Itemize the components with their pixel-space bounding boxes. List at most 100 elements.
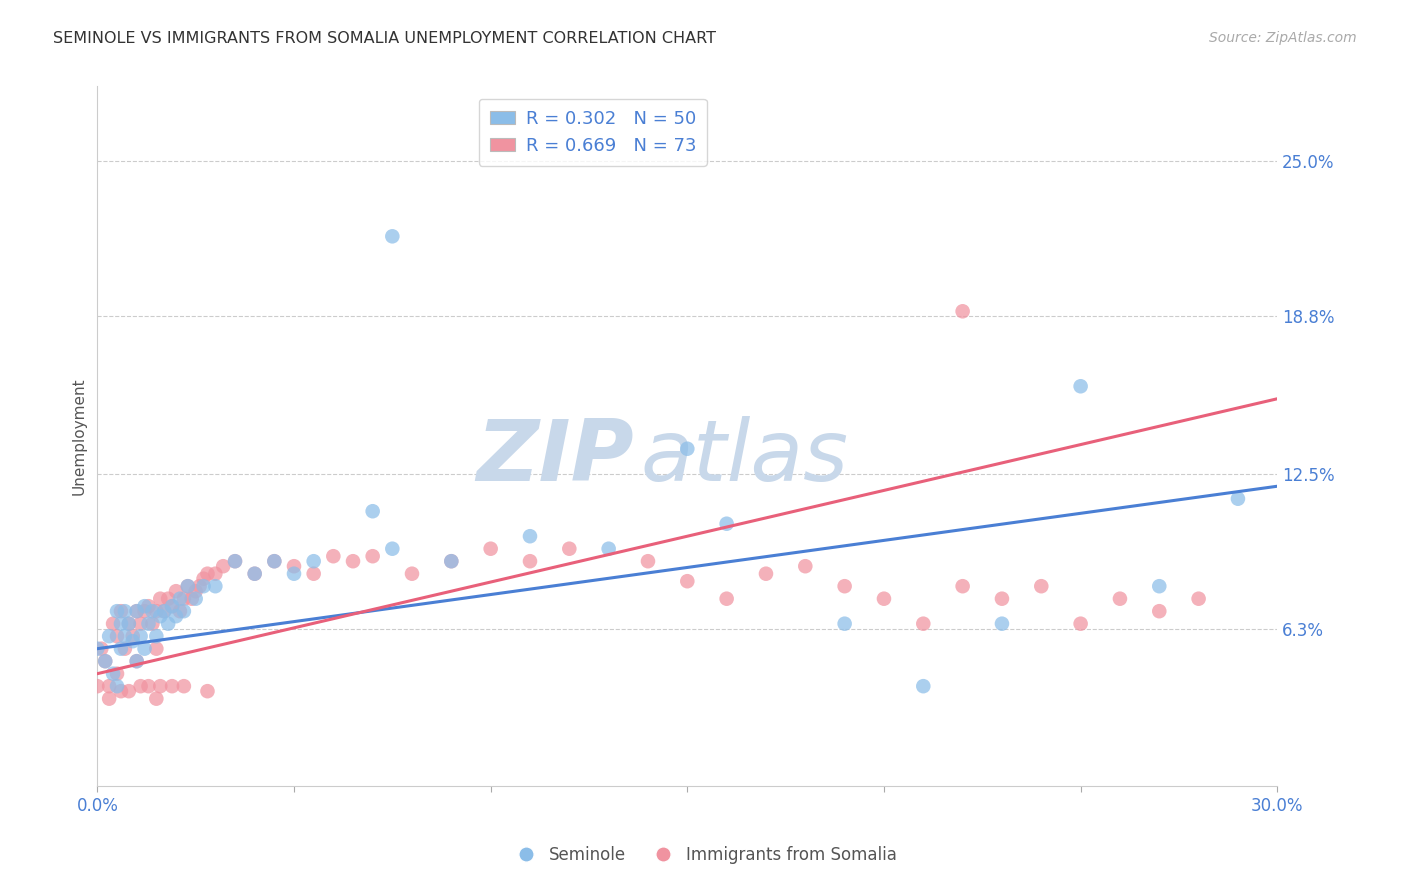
Point [952, 304, 974, 318]
Point [90, 641, 112, 656]
Point [105, 679, 128, 693]
Point [322, 549, 344, 564]
Point [134, 641, 156, 656]
Point [794, 559, 817, 574]
Point [98, 679, 121, 693]
Point [153, 604, 176, 618]
Point [180, 591, 202, 606]
Point [125, 654, 148, 668]
Point [361, 549, 384, 564]
Point [263, 554, 285, 568]
Point [440, 554, 463, 568]
Point [145, 641, 167, 656]
Point [755, 566, 778, 581]
Point [118, 616, 141, 631]
Point [134, 599, 156, 614]
Point [197, 566, 219, 581]
Point [873, 591, 896, 606]
Point [952, 579, 974, 593]
Text: SEMINOLE VS IMMIGRANTS FROM SOMALIA UNEMPLOYMENT CORRELATION CHART: SEMINOLE VS IMMIGRANTS FROM SOMALIA UNEM… [53, 31, 717, 46]
Point [676, 574, 699, 589]
Point [912, 616, 935, 631]
Point [243, 566, 266, 581]
Point [165, 609, 187, 624]
Point [381, 541, 404, 556]
Point [834, 616, 856, 631]
Point [598, 541, 620, 556]
Point [86, 641, 108, 656]
Point [224, 554, 246, 568]
Point [129, 616, 152, 631]
Point [160, 599, 183, 614]
Text: ZIP: ZIP [477, 416, 634, 499]
Point [912, 679, 935, 693]
Point [125, 604, 148, 618]
Point [125, 604, 148, 618]
Point [519, 554, 541, 568]
Point [145, 604, 167, 618]
Point [173, 604, 195, 618]
Point [129, 679, 152, 693]
Point [283, 566, 305, 581]
Point [110, 604, 132, 618]
Point [676, 442, 699, 456]
Point [101, 666, 124, 681]
Point [193, 579, 215, 593]
Point [283, 559, 305, 574]
Point [440, 554, 463, 568]
Point [129, 629, 152, 643]
Point [118, 684, 141, 698]
Point [169, 604, 191, 618]
Point [141, 604, 163, 618]
Point [110, 616, 132, 631]
Point [991, 591, 1014, 606]
Point [86, 679, 108, 693]
Point [243, 566, 266, 581]
Point [114, 629, 136, 643]
Point [110, 641, 132, 656]
Point [204, 579, 226, 593]
Point [141, 616, 163, 631]
Point [1031, 579, 1053, 593]
Point [153, 604, 176, 618]
Point [1070, 616, 1092, 631]
Point [173, 679, 195, 693]
Point [157, 616, 180, 631]
Point [105, 629, 128, 643]
Point [637, 554, 659, 568]
Legend: Seminole, Immigrants from Somalia: Seminole, Immigrants from Somalia [502, 839, 904, 871]
Point [177, 579, 200, 593]
Point [121, 634, 143, 648]
Point [224, 554, 246, 568]
Point [1149, 604, 1171, 618]
Point [98, 629, 121, 643]
Point [138, 679, 160, 693]
Point [134, 604, 156, 618]
Legend: R = 0.302   N = 50, R = 0.669   N = 73: R = 0.302 N = 50, R = 0.669 N = 73 [479, 99, 707, 166]
Point [101, 616, 124, 631]
Point [558, 541, 581, 556]
Point [94, 654, 117, 668]
Point [121, 629, 143, 643]
Point [834, 579, 856, 593]
Point [716, 516, 738, 531]
Point [114, 604, 136, 618]
Point [177, 579, 200, 593]
Point [197, 684, 219, 698]
Point [381, 229, 404, 244]
Point [149, 591, 172, 606]
Point [105, 666, 128, 681]
Text: Source: ZipAtlas.com: Source: ZipAtlas.com [1209, 31, 1357, 45]
Point [193, 572, 215, 586]
Point [138, 599, 160, 614]
Point [1187, 591, 1209, 606]
Point [991, 616, 1014, 631]
Point [302, 554, 325, 568]
Point [125, 654, 148, 668]
Point [160, 599, 183, 614]
Point [110, 684, 132, 698]
Point [169, 591, 191, 606]
Point [184, 584, 207, 599]
Point [173, 591, 195, 606]
Point [184, 591, 207, 606]
